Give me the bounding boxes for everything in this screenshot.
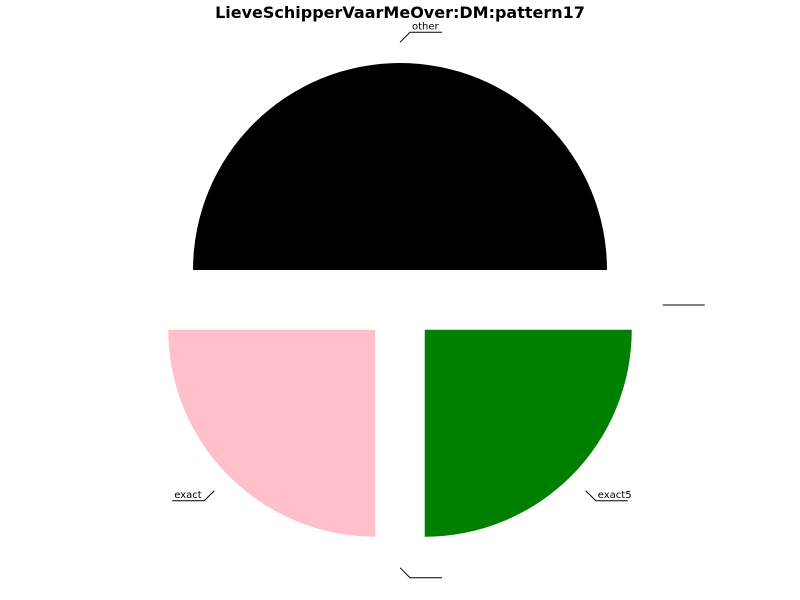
slice-label-exact: exact [174, 490, 202, 501]
pie-labels: other exact exact5 [172, 21, 705, 579]
pie-slice-other [193, 63, 607, 270]
slice-label-other: other [412, 21, 440, 32]
leader-line-other [399, 31, 442, 43]
leader-line-exact5 [585, 490, 628, 502]
chart-title: LieveSchipperVaarMeOver:DM:pattern17 [215, 3, 585, 22]
pie-slice-exact [168, 329, 376, 537]
leader-line-empty-2 [399, 567, 442, 579]
pie-slice-exact5 [424, 329, 632, 537]
slice-label-exact5: exact5 [598, 490, 632, 501]
pie-slices [168, 63, 632, 537]
leader-line-exact [172, 490, 215, 502]
